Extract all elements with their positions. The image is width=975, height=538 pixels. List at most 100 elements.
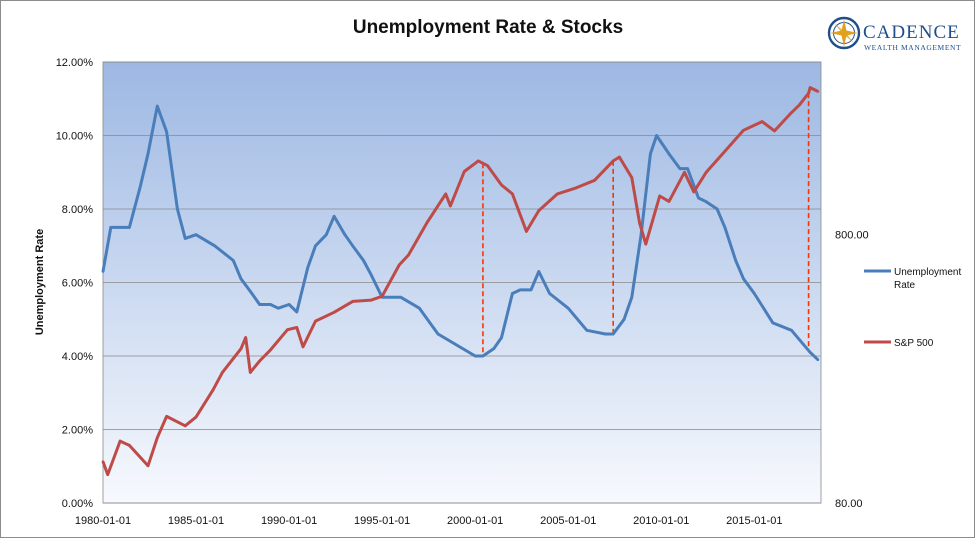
compass-icon (827, 16, 861, 50)
data-point (146, 152, 150, 156)
data-point (138, 185, 142, 189)
data-point (449, 204, 452, 208)
data-point (511, 192, 514, 196)
x-tick-label: 2000-01-01 (447, 515, 503, 527)
data-point (655, 134, 658, 137)
data-point (444, 192, 448, 196)
data-point (380, 295, 384, 298)
data-point (808, 351, 812, 354)
data-point (622, 318, 626, 321)
data-point (463, 170, 466, 173)
data-point (771, 321, 775, 325)
data-point (351, 300, 355, 303)
data-point (194, 415, 198, 419)
legend-label-unemployment-line2: Rate (894, 280, 916, 291)
data-point (816, 90, 820, 93)
data-point (156, 104, 159, 108)
x-tick-label: 2005-01-01 (540, 515, 596, 527)
logo-name: CADENCE (863, 22, 960, 43)
data-point (239, 277, 243, 281)
data-point (399, 295, 403, 299)
data-point (306, 266, 310, 270)
data-point (295, 326, 299, 329)
data-point (332, 215, 336, 218)
data-point (351, 244, 355, 248)
data-point (692, 190, 696, 194)
data-point (618, 155, 621, 159)
legend-label-sp500: S&P 500 (894, 338, 934, 349)
data-point (332, 311, 336, 314)
data-point (473, 354, 477, 358)
data-point (128, 444, 131, 447)
data-point (500, 336, 503, 339)
data-point (715, 207, 719, 211)
data-point (211, 388, 215, 392)
sp500-line (101, 86, 819, 477)
data-point (156, 436, 159, 440)
data-point (667, 152, 671, 156)
data-point (325, 233, 328, 236)
data-point (109, 226, 113, 229)
data-point (370, 273, 373, 277)
data-point (492, 347, 496, 350)
data-point (760, 120, 764, 123)
data-point (734, 259, 737, 262)
series-lines (101, 86, 820, 477)
x-tick-label: 1980-01-01 (75, 515, 131, 527)
data-point (194, 233, 198, 236)
gridlines (102, 61, 822, 504)
data-point (649, 152, 652, 156)
y-tick-label: 6.00% (62, 278, 93, 290)
data-point (286, 328, 289, 332)
data-point (566, 306, 570, 310)
data-point (477, 159, 480, 163)
data-point (537, 209, 541, 212)
data-point (518, 288, 522, 292)
data-point (165, 130, 168, 134)
data-point (723, 149, 727, 153)
data-point (106, 473, 109, 476)
data-point (362, 259, 365, 262)
x-tick-label: 1990-01-01 (261, 515, 317, 527)
y-tick-label: 12.00% (56, 57, 94, 69)
left-axis-ticks: 0.00% 2.00% 4.00% 6.00% 8.00% 10.00% 12.00% (56, 57, 94, 510)
legend-label-unemployment-line1: Unemployment (894, 267, 961, 278)
data-point (287, 303, 291, 306)
y-tick-label: 10.00% (56, 131, 94, 143)
data-point (221, 371, 224, 374)
data-point (790, 329, 793, 332)
plot-border (102, 61, 822, 504)
data-point (407, 253, 410, 257)
data-point (269, 303, 272, 306)
data-point (644, 242, 648, 246)
data-point (295, 310, 299, 314)
x-tick-label: 1995-01-01 (354, 515, 410, 527)
data-point (683, 171, 686, 174)
data-point (213, 244, 216, 248)
data-point (723, 226, 727, 229)
data-point (301, 345, 305, 349)
data-point (232, 259, 235, 262)
data-point (249, 371, 252, 374)
data-point (276, 306, 280, 310)
y-tick-label: 0.00% (62, 498, 93, 510)
data-point (128, 226, 131, 229)
data-point (500, 183, 503, 187)
data-point (686, 167, 689, 170)
data-point (165, 415, 168, 418)
data-point (101, 270, 105, 273)
logo-tagline: WEALTH MANAGEMENT (864, 43, 961, 52)
data-point (250, 292, 254, 295)
y-tick-label: 8.00% (62, 204, 93, 216)
data-point (481, 354, 485, 358)
data-point (611, 159, 615, 163)
data-point (370, 298, 373, 302)
data-point (486, 164, 489, 167)
data-point (697, 196, 700, 200)
chart-title: Unemployment Rate & Stocks (353, 17, 623, 38)
x-axis-ticks: 1980-01-01 1985-01-01 1990-01-01 1995-01-01… (75, 515, 783, 527)
data-point (525, 230, 528, 233)
data-point (120, 226, 123, 229)
